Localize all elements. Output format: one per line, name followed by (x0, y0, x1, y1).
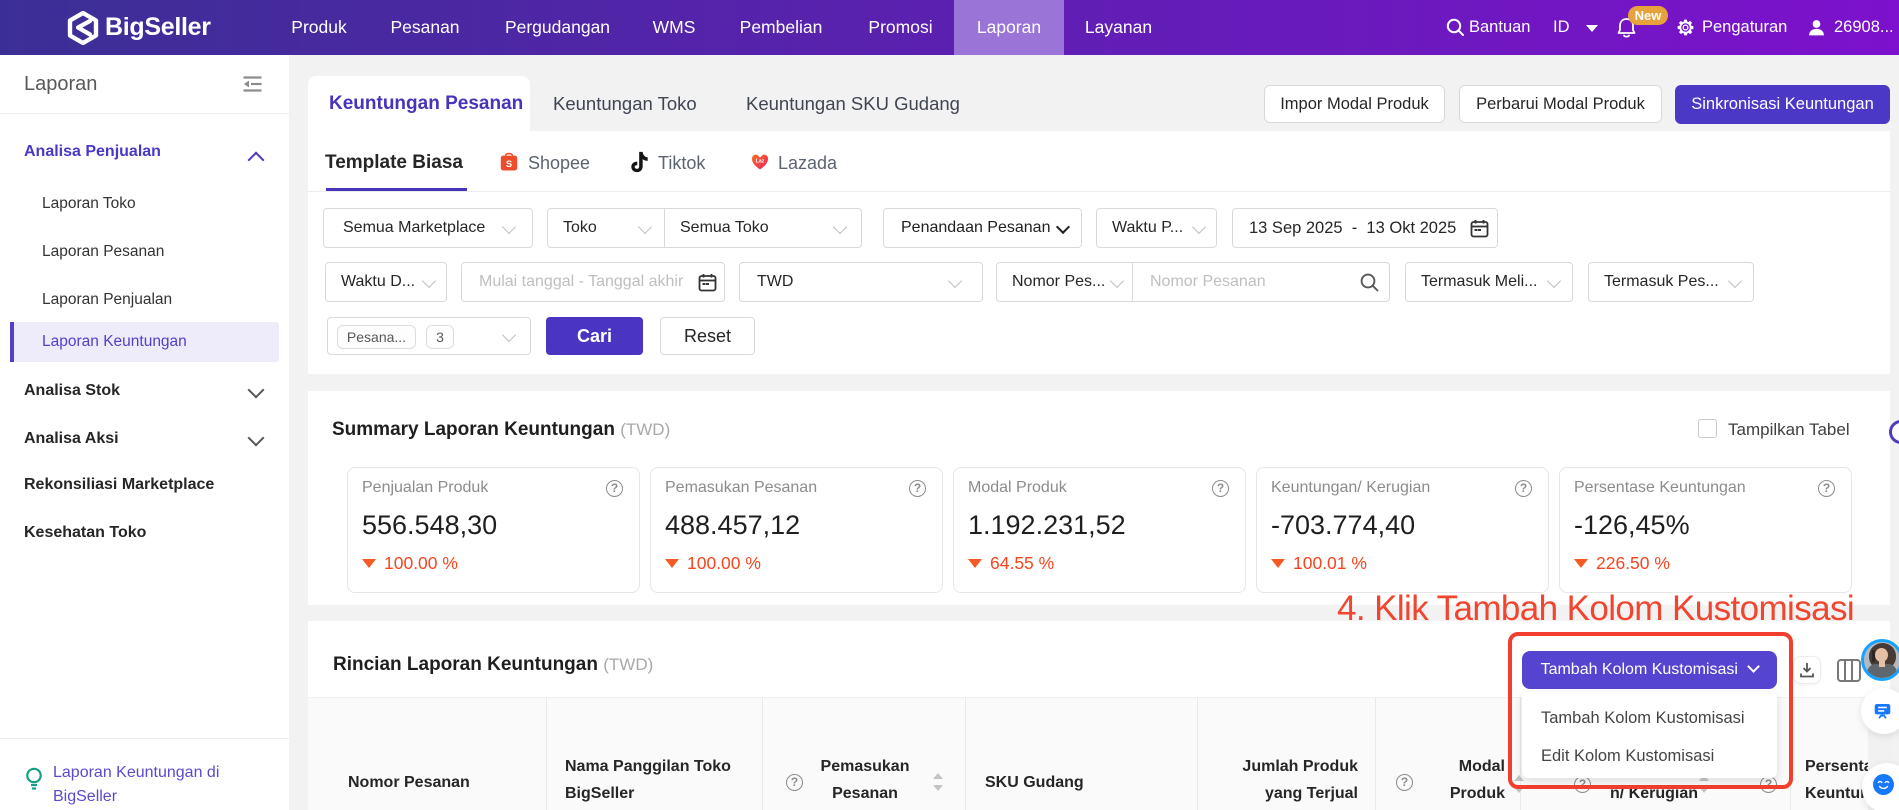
svg-text:S: S (506, 158, 512, 169)
svg-text:Laz: Laz (756, 159, 765, 165)
